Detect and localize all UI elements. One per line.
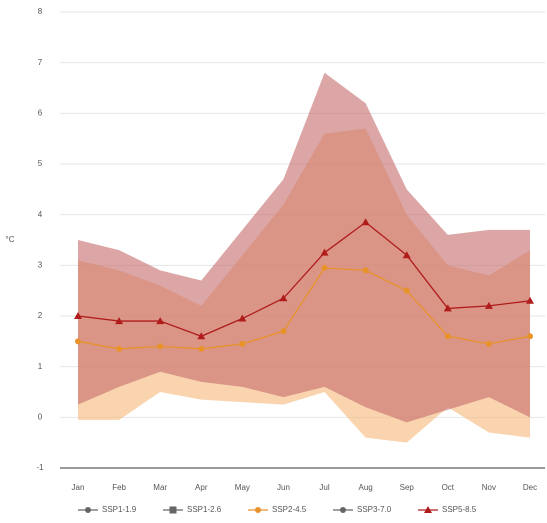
point [485, 340, 492, 347]
x-tick-label: Sep [400, 483, 415, 492]
point [115, 317, 124, 325]
point [402, 251, 411, 259]
point [74, 312, 82, 319]
x-tick-label: Mar [153, 483, 167, 492]
mean-line [77, 221, 531, 337]
mean-line [77, 267, 531, 350]
x-tick-label: Jan [72, 483, 85, 492]
x-tick-label: Feb [112, 483, 126, 492]
legend-item[interactable]: SSP3-7.0 [333, 505, 392, 514]
legend-item[interactable]: SSP5-8.5 [418, 505, 477, 514]
point [198, 345, 205, 352]
y-tick-label: 1 [38, 362, 43, 371]
y-tick-label: 7 [38, 58, 43, 67]
legend-marker [255, 507, 261, 513]
point [239, 340, 246, 347]
x-tick-label: Aug [359, 483, 373, 492]
point [156, 317, 165, 325]
legend-marker [424, 506, 432, 513]
legend-label: SSP1-2.6 [187, 505, 222, 514]
y-tick-label: 8 [38, 7, 43, 16]
legend-item[interactable]: SSP1-2.6 [163, 505, 222, 514]
y-tick-label: 5 [38, 159, 43, 168]
y-tick-label: -1 [36, 463, 44, 472]
x-tick-label: Nov [482, 483, 496, 492]
legend-label: SSP3-7.0 [357, 505, 392, 514]
point [362, 267, 369, 274]
y-tick-label: 6 [38, 108, 43, 117]
x-tick-label: Jul [319, 483, 329, 492]
point [279, 294, 288, 302]
x-tick-label: Dec [523, 483, 537, 492]
x-tick-label: Jun [277, 483, 290, 492]
legend-label: SSP2-4.5 [272, 505, 307, 514]
y-axis-label: °C [6, 235, 15, 244]
legend-item[interactable]: SSP2-4.5 [248, 505, 307, 514]
point [280, 328, 287, 335]
point [361, 218, 370, 226]
y-tick-label: 2 [38, 311, 43, 320]
x-tick-label: Oct [442, 483, 455, 492]
point [321, 264, 328, 271]
x-tick-label: Apr [195, 483, 208, 492]
legend-label: SSP1-1.9 [102, 505, 137, 514]
point [197, 332, 206, 340]
y-tick-label: 4 [38, 210, 43, 219]
point [484, 301, 493, 309]
point [527, 333, 533, 340]
legend-marker [85, 507, 91, 513]
point [444, 333, 451, 340]
point [526, 296, 534, 304]
y-tick-label: 0 [38, 412, 43, 421]
point [320, 248, 329, 256]
legend-item[interactable]: SSP1-1.9 [78, 505, 137, 514]
y-tick-label: 3 [38, 260, 43, 269]
legend-marker [340, 507, 346, 513]
x-tick-label: May [235, 483, 250, 492]
point [75, 338, 81, 345]
legend-label: SSP5-8.5 [442, 505, 477, 514]
point [443, 304, 452, 312]
point [403, 287, 410, 294]
legend-marker [169, 506, 177, 514]
point [116, 345, 123, 352]
range-band [78, 72, 530, 423]
point [157, 343, 164, 350]
point [238, 314, 247, 322]
